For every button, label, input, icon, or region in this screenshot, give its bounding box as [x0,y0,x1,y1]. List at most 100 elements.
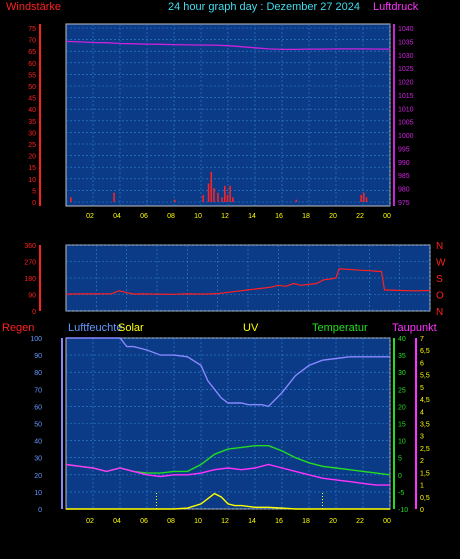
wind-bar [360,195,362,202]
x-tick-label: 04 [113,213,121,220]
y-right-tick-label: 1040 [398,26,414,33]
wind-bar [226,195,229,202]
chart-title: 24 hour graph day : Dezember 27 2024 [168,1,360,13]
y-temp-tick-label: 40 [398,336,406,343]
y-left-tick-label: 45 [28,96,36,103]
y-right-tick-label: 1035 [398,39,414,46]
y-right-tick-label: 985 [398,173,410,180]
y-uv-tick-label: 4,5 [420,397,430,404]
y-temp-tick-label: 0 [398,473,402,480]
y-temp-tick-label: 30 [398,370,406,377]
y-left-tick-label: 60 [28,61,36,68]
wind-bar [174,199,176,202]
wind-pressure-plot [65,23,391,207]
y-left-tick-label: 25 [28,142,36,149]
x-tick-label: 12 [221,518,229,525]
y-left-tick-label: 55 [28,72,36,79]
x-tick-label: 14 [248,213,256,220]
y-right-tick-label: 1025 [398,66,414,73]
y-right-tick-label: 980 [398,187,410,194]
y-left-tick-label: 10 [28,177,36,184]
y-right-tick-label: 1030 [398,53,414,60]
x-tick-label: 06 [140,213,148,220]
wind-bar [202,195,204,202]
y-left-tick-label: 75 [28,26,36,33]
x-tick-label: 20 [329,213,337,220]
wind-bar [113,192,115,202]
solar-line [66,492,390,510]
x-tick-label: 00 [383,518,391,525]
wind-bar [365,197,368,202]
x-tick-label: 06 [140,518,148,525]
y-uv-tick-label: 1,5 [420,470,430,477]
dewpoint-label: Taupunkt [392,322,437,334]
x-tick-label: 16 [275,213,283,220]
wind-direction-line [65,268,431,295]
x-tick-label: 12 [221,213,229,220]
compass-label: O [436,291,444,302]
x-tick-label: 10 [194,213,202,220]
y-uv-tick-label: 0 [420,507,424,514]
uv-label: UV [243,322,259,334]
wind-bar [363,192,365,202]
wind-bar [217,192,219,202]
y-left-tick-label: 0 [32,309,36,316]
x-tick-label: 22 [356,213,364,220]
compass-label: N [436,241,443,252]
y-left-tick-label: 40 [28,107,36,114]
y-left-tick-label: 90 [34,353,42,360]
rain-label: Regen [2,322,34,334]
y-left-tick-label: 70 [34,387,42,394]
solar-label: Solar [118,322,144,334]
x-tick-label: 08 [167,213,175,220]
y-temp-tick-label: -5 [398,490,404,497]
y-temp-tick-label: -10 [398,507,408,514]
humidity-line [66,337,390,408]
wind-bar [229,185,231,202]
y-left-tick-label: 15 [28,165,36,172]
y-temp-tick-label: 15 [398,422,406,429]
x-tick-label: 14 [248,518,256,525]
y-temp-tick-label: 25 [398,387,406,394]
x-tick-label: 08 [167,518,175,525]
wind-bar [207,183,210,202]
x-tick-label: 18 [302,213,310,220]
y-temp-tick-label: 35 [398,353,406,360]
left-axis-title: Windstärke [6,1,61,13]
y-temp-tick-label: 20 [398,404,406,411]
y-left-tick-label: 50 [34,422,42,429]
wind-bar [232,197,234,202]
y-left-tick-label: 0 [38,507,42,514]
y-left-tick-label: 360 [24,243,36,250]
y-left-tick-label: 20 [34,473,42,480]
wind-bar [223,185,226,202]
x-tick-label: 18 [302,518,310,525]
y-left-tick-label: 0 [32,200,36,207]
y-uv-tick-label: 5,5 [420,373,430,380]
y-left-tick-label: 10 [34,490,42,497]
compass-label: W [436,258,446,269]
x-tick-label: 22 [356,518,364,525]
y-left-tick-label: 35 [28,119,36,126]
x-tick-label: 16 [275,518,283,525]
y-left-tick-label: 50 [28,84,36,91]
y-right-tick-label: 1015 [398,93,414,100]
y-temp-tick-label: 5 [398,456,402,463]
y-left-tick-label: 270 [24,260,36,267]
y-right-tick-label: 975 [398,200,410,207]
humidity-label: Luftfeuchte [68,322,122,334]
x-tick-label: 00 [383,213,391,220]
y-left-tick-label: 60 [34,404,42,411]
wind-bar [221,197,223,202]
y-uv-tick-label: 6 [420,360,424,367]
y-uv-tick-label: 4 [420,409,424,416]
y-left-tick-label: 90 [28,293,36,300]
y-left-tick-label: 65 [28,49,36,56]
y-right-tick-label: 990 [398,160,410,167]
y-right-tick-label: 995 [398,146,410,153]
y-left-tick-label: 30 [28,130,36,137]
y-left-tick-label: 180 [24,276,36,283]
y-left-tick-label: 100 [30,336,42,343]
